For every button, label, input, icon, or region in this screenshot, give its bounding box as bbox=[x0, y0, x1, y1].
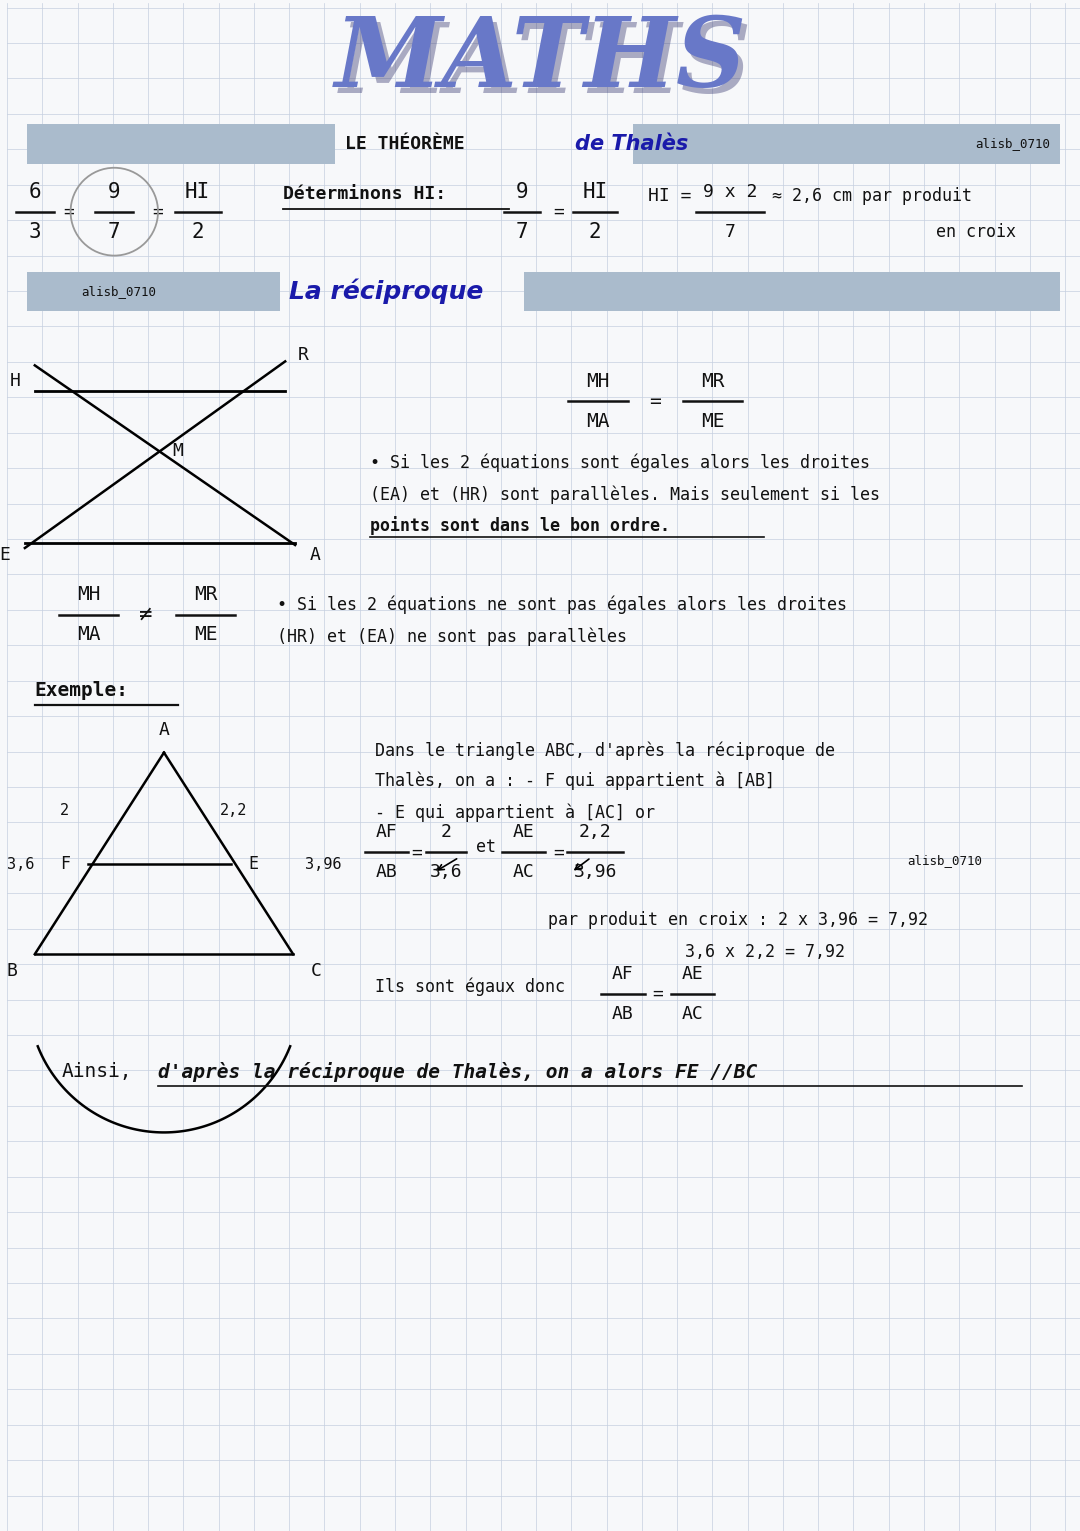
Text: 6: 6 bbox=[28, 182, 41, 202]
Text: M: M bbox=[173, 442, 184, 461]
Bar bbox=[27, 124, 335, 164]
Text: MH: MH bbox=[586, 372, 610, 390]
Text: AF: AF bbox=[612, 965, 634, 983]
Text: 2: 2 bbox=[441, 824, 451, 842]
Text: ≠: ≠ bbox=[139, 605, 152, 625]
Text: HI =: HI = bbox=[648, 187, 691, 205]
Text: et: et bbox=[476, 839, 496, 856]
Text: Déterminons HI:: Déterminons HI: bbox=[283, 185, 446, 202]
Text: 3,6: 3,6 bbox=[6, 857, 35, 871]
Text: =: = bbox=[553, 844, 564, 862]
Text: HI: HI bbox=[185, 182, 211, 202]
Text: AE: AE bbox=[681, 965, 703, 983]
Text: 3,6: 3,6 bbox=[430, 863, 462, 882]
Text: =: = bbox=[63, 202, 75, 220]
Text: points sont dans le bon ordre.: points sont dans le bon ordre. bbox=[369, 516, 670, 534]
Text: AB: AB bbox=[376, 863, 397, 882]
Text: 9 x 2: 9 x 2 bbox=[703, 182, 757, 201]
Text: alisb_0710: alisb_0710 bbox=[81, 285, 157, 299]
Text: • Si les 2 équations ne sont pas égales alors les droites: • Si les 2 équations ne sont pas égales … bbox=[278, 596, 847, 614]
Text: (HR) et (EA) ne sont pas parallèles: (HR) et (EA) ne sont pas parallèles bbox=[278, 628, 627, 646]
Text: H: H bbox=[10, 372, 21, 390]
Text: alisb_0710: alisb_0710 bbox=[907, 854, 983, 867]
Text: Ainsi,: Ainsi, bbox=[62, 1063, 132, 1081]
Text: Exemple:: Exemple: bbox=[35, 681, 129, 700]
Text: 3,96: 3,96 bbox=[573, 863, 617, 882]
Text: LE THÉORÈME: LE THÉORÈME bbox=[345, 135, 475, 153]
Bar bbox=[633, 124, 1061, 164]
Text: • Si les 2 équations sont égales alors les droites: • Si les 2 équations sont égales alors l… bbox=[369, 453, 869, 473]
Text: AC: AC bbox=[513, 863, 535, 882]
Text: 9: 9 bbox=[108, 182, 121, 202]
Text: E: E bbox=[248, 856, 258, 873]
Text: MA: MA bbox=[586, 412, 610, 430]
Text: 2: 2 bbox=[60, 802, 69, 818]
Text: par produit en croix : 2 x 3,96 = 7,92: par produit en croix : 2 x 3,96 = 7,92 bbox=[549, 911, 929, 929]
Text: Ils sont égaux donc: Ils sont égaux donc bbox=[375, 978, 565, 997]
Text: =: = bbox=[652, 984, 663, 1003]
Text: alisb_0710: alisb_0710 bbox=[975, 138, 1050, 150]
Text: (EA) et (HR) sont parallèles. Mais seulement si les: (EA) et (HR) sont parallèles. Mais seule… bbox=[369, 485, 879, 504]
Text: AE: AE bbox=[513, 824, 535, 842]
Text: 2: 2 bbox=[191, 222, 204, 242]
Text: Thalès, on a : - F qui appartient à [AB]: Thalès, on a : - F qui appartient à [AB] bbox=[375, 772, 774, 790]
Text: A: A bbox=[159, 721, 170, 738]
Text: MR: MR bbox=[701, 372, 725, 390]
Text: AC: AC bbox=[681, 1004, 703, 1023]
Text: R: R bbox=[298, 346, 309, 364]
Text: ME: ME bbox=[701, 412, 725, 430]
Bar bbox=[27, 271, 280, 311]
Text: B: B bbox=[6, 961, 17, 980]
Text: 7: 7 bbox=[725, 222, 735, 240]
Text: 2: 2 bbox=[589, 222, 602, 242]
Text: =: = bbox=[410, 844, 422, 862]
Text: MH: MH bbox=[77, 585, 100, 605]
Text: AF: AF bbox=[376, 824, 397, 842]
Text: 9: 9 bbox=[515, 182, 528, 202]
Text: MATHS: MATHS bbox=[335, 12, 746, 107]
Text: MA: MA bbox=[77, 625, 100, 645]
Text: Dans le triangle ABC, d'après la réciproque de: Dans le triangle ABC, d'après la récipro… bbox=[375, 741, 835, 759]
Text: E: E bbox=[0, 547, 11, 563]
Text: - E qui appartient à [AC] or: - E qui appartient à [AC] or bbox=[375, 804, 654, 822]
Text: 7: 7 bbox=[515, 222, 528, 242]
Text: C: C bbox=[311, 961, 322, 980]
Bar bbox=[524, 271, 1061, 311]
Text: 2,2: 2,2 bbox=[220, 802, 247, 818]
Text: ≈ 2,6 cm par produit: ≈ 2,6 cm par produit bbox=[772, 187, 972, 205]
Text: 2,2: 2,2 bbox=[579, 824, 611, 842]
Text: 3,6 x 2,2 = 7,92: 3,6 x 2,2 = 7,92 bbox=[685, 943, 845, 961]
Text: d'après la réciproque de Thalès, on a alors FE //BC: d'après la réciproque de Thalès, on a al… bbox=[158, 1063, 757, 1082]
Text: =: = bbox=[152, 202, 163, 220]
Text: AB: AB bbox=[612, 1004, 634, 1023]
Text: =: = bbox=[553, 202, 564, 220]
Text: MATHS: MATHS bbox=[339, 18, 752, 113]
Text: 7: 7 bbox=[108, 222, 121, 242]
Text: F: F bbox=[60, 856, 70, 873]
Text: HI: HI bbox=[582, 182, 608, 202]
Text: A: A bbox=[310, 547, 321, 563]
Text: 3: 3 bbox=[28, 222, 41, 242]
Text: La réciproque: La réciproque bbox=[289, 279, 484, 305]
Text: ME: ME bbox=[194, 625, 217, 645]
Text: 3,96: 3,96 bbox=[305, 857, 341, 871]
Text: en croix: en croix bbox=[936, 222, 1016, 240]
Text: =: = bbox=[649, 392, 661, 410]
Text: MR: MR bbox=[194, 585, 217, 605]
Text: de Thalès: de Thalès bbox=[576, 133, 689, 153]
